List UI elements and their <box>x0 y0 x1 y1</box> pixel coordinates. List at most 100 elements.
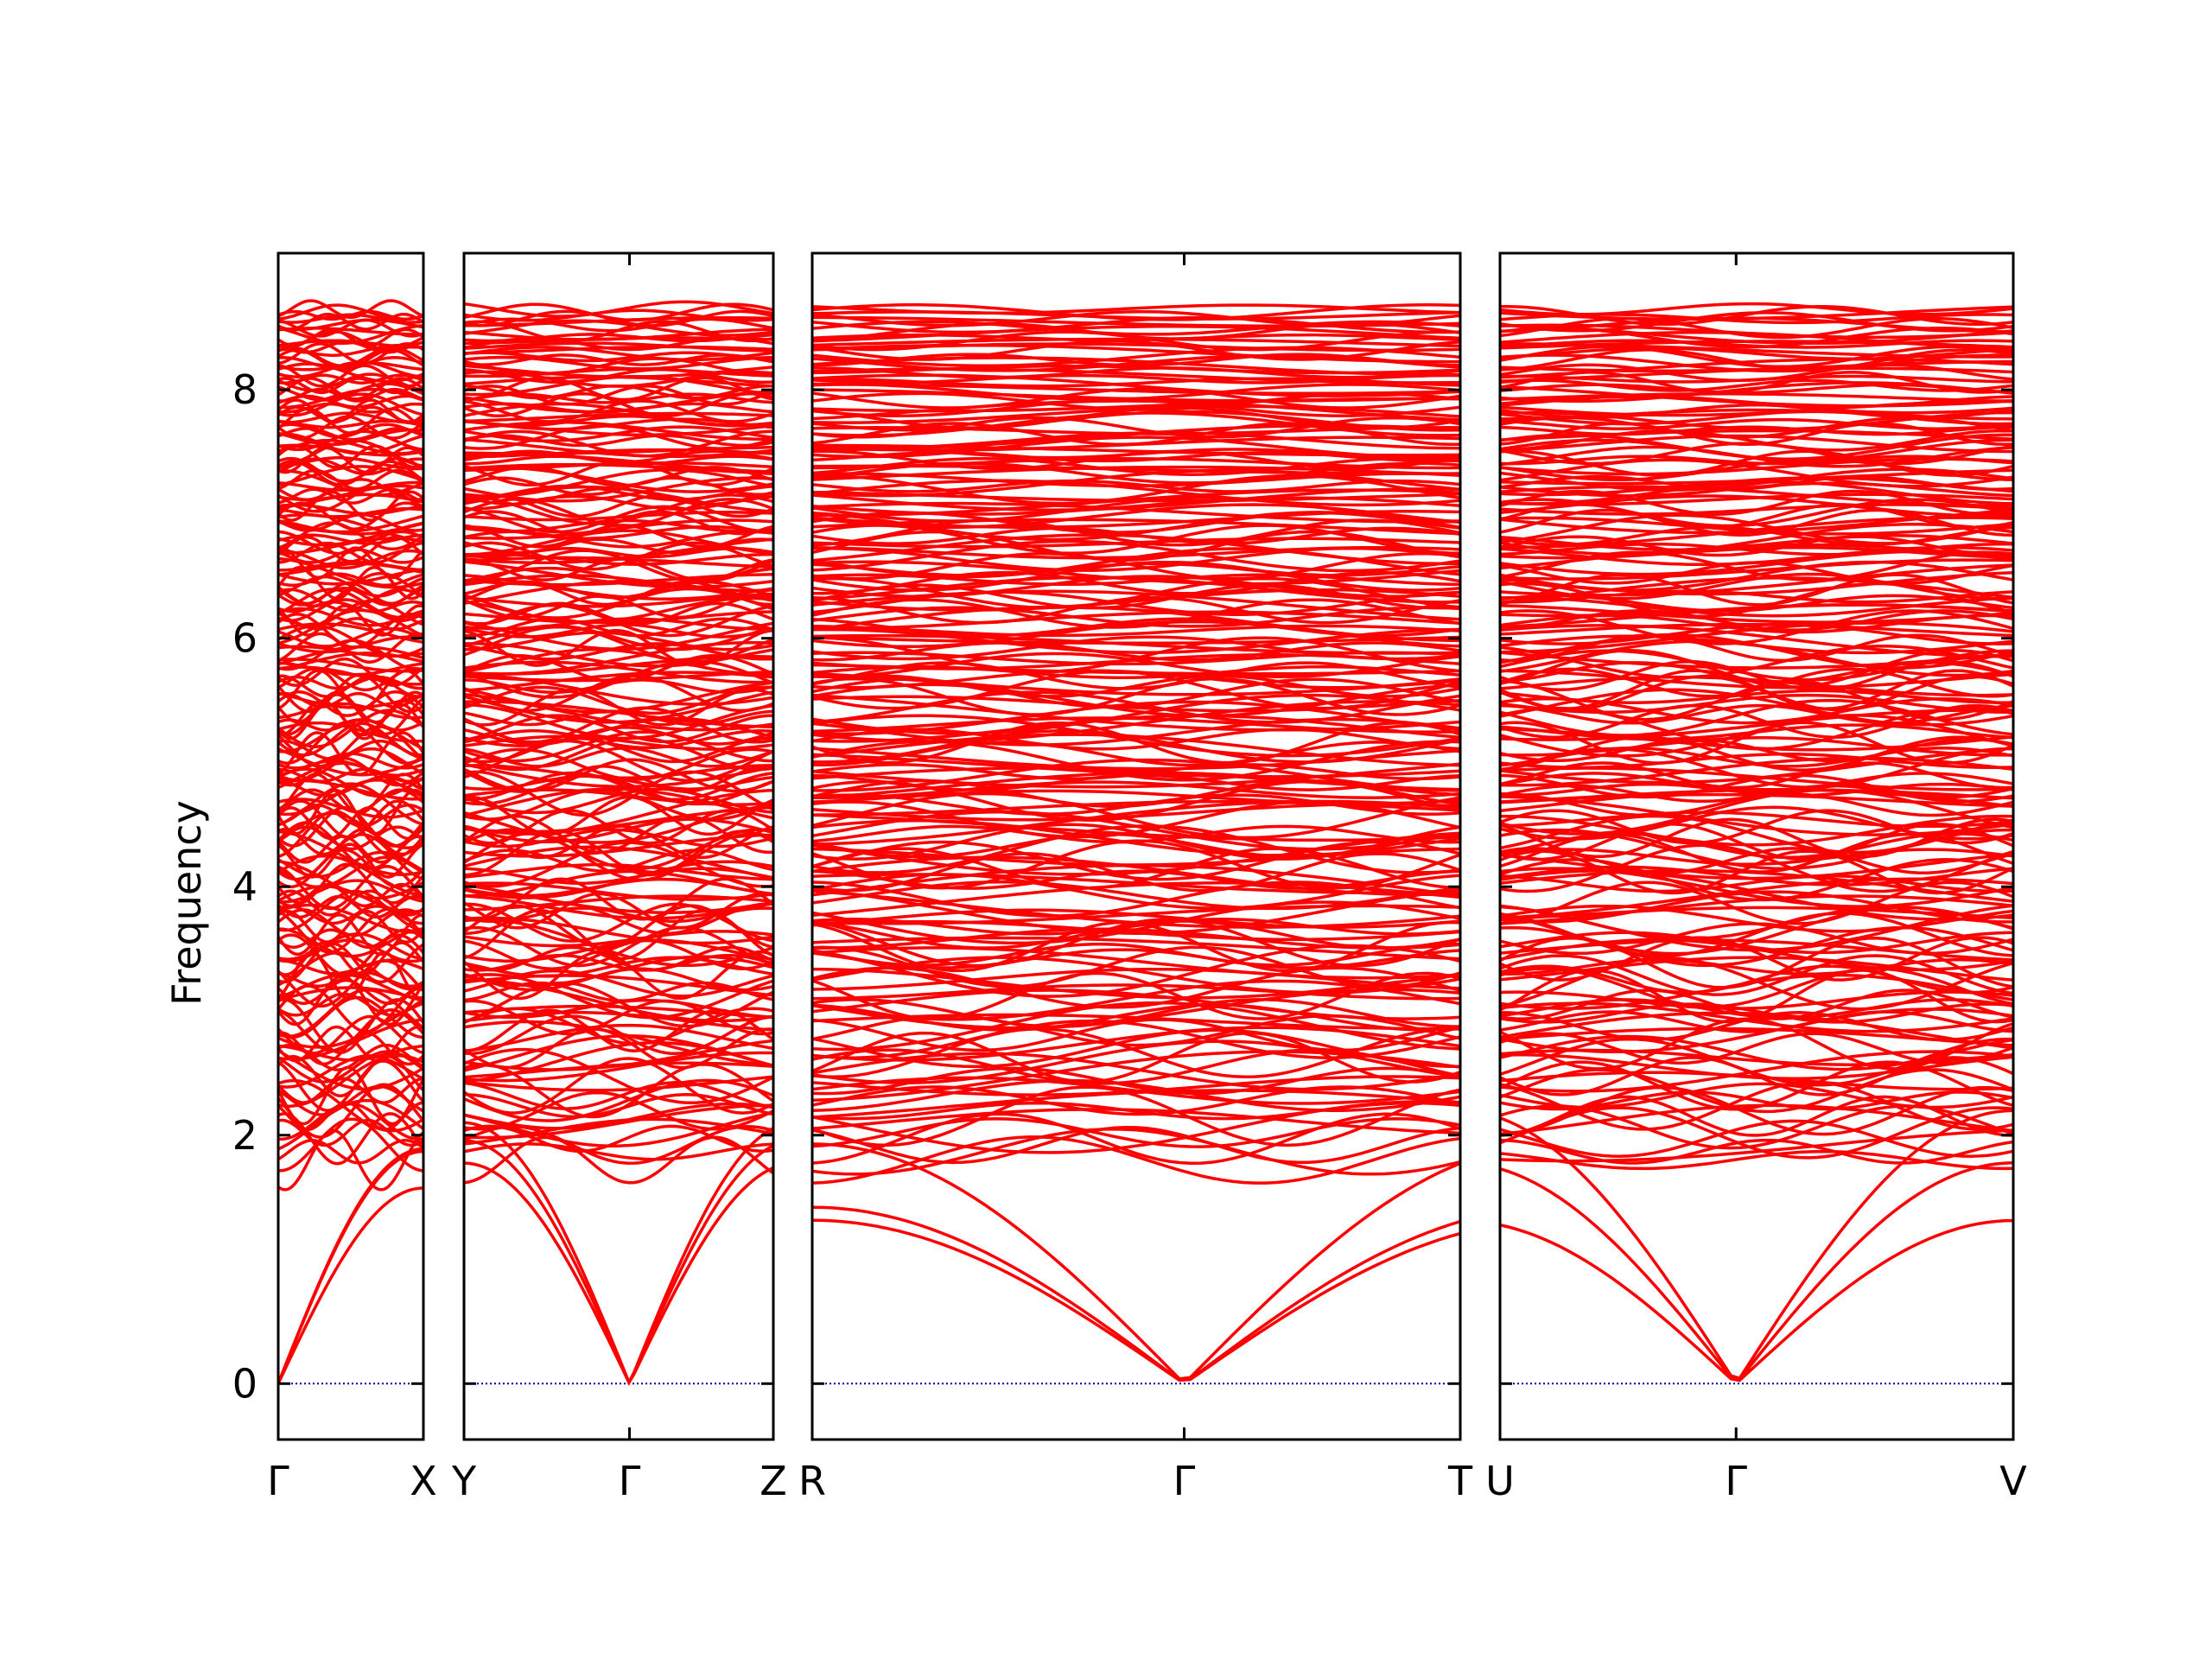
acoustic-band <box>464 1121 773 1387</box>
optical-band <box>464 674 773 713</box>
bands-group-1 <box>464 300 773 1387</box>
optical-band <box>464 346 773 362</box>
optical-band <box>812 641 1460 662</box>
optical-band <box>1500 1080 2013 1131</box>
optical-band <box>812 855 1460 896</box>
optical-band <box>464 1063 773 1119</box>
optical-band <box>812 426 1460 435</box>
x-tick-label: Γ <box>267 1458 289 1504</box>
bands-group-0 <box>278 299 423 1385</box>
optical-band <box>464 333 773 343</box>
optical-band <box>1500 753 2013 769</box>
optical-band <box>1500 417 2013 430</box>
optical-band <box>278 427 423 442</box>
optical-band <box>464 1135 773 1185</box>
optical-band <box>464 955 773 988</box>
optical-band <box>464 670 773 683</box>
panel-frame <box>276 251 425 1441</box>
optical-band <box>1500 1010 2013 1033</box>
optical-band <box>464 468 773 498</box>
optical-band <box>464 869 773 898</box>
optical-band <box>464 355 773 371</box>
x-tick-label: U <box>1485 1458 1515 1504</box>
optical-band <box>812 1127 1460 1176</box>
optical-band <box>464 730 773 763</box>
optical-band <box>278 1053 423 1108</box>
optical-band <box>812 693 1460 735</box>
optical-band <box>812 340 1460 361</box>
optical-band <box>812 1001 1460 1052</box>
optical-band <box>278 842 423 879</box>
optical-band <box>812 1026 1460 1062</box>
optical-band <box>1500 858 2013 902</box>
optical-band <box>1500 572 2013 601</box>
optical-band <box>812 1050 1460 1103</box>
acoustic-band <box>278 1147 423 1384</box>
optical-band <box>1500 392 2013 404</box>
optical-band <box>464 1102 773 1130</box>
optical-band <box>812 1078 1460 1112</box>
optical-band <box>812 983 1460 1001</box>
optical-band <box>464 860 773 899</box>
optical-band <box>278 572 423 588</box>
optical-band <box>464 1124 773 1153</box>
optical-band <box>812 382 1460 396</box>
optical-band <box>1500 693 2013 715</box>
optical-band <box>278 465 423 486</box>
bands-group-2 <box>812 303 1460 1385</box>
optical-band <box>464 484 773 501</box>
optical-band <box>1500 735 2013 772</box>
optical-band <box>1500 1053 2013 1081</box>
optical-band <box>278 903 423 934</box>
optical-band <box>1500 810 2013 829</box>
panel-frame <box>462 251 775 1441</box>
y-tick-label: 6 <box>232 615 257 662</box>
optical-band <box>278 372 423 392</box>
optical-band <box>278 658 423 673</box>
optical-band <box>1500 563 2013 597</box>
optical-band <box>812 320 1460 336</box>
optical-band <box>1500 814 2013 855</box>
optical-band <box>278 468 423 491</box>
acoustic-band <box>812 1218 1460 1382</box>
optical-band <box>1500 523 2013 556</box>
acoustic-band <box>278 1186 423 1385</box>
optical-band <box>278 978 423 1005</box>
x-tick-label: R <box>798 1458 826 1504</box>
optical-band <box>812 1066 1460 1096</box>
optical-band <box>1500 736 2013 757</box>
optical-band <box>812 575 1460 598</box>
optical-band <box>464 429 773 458</box>
optical-band <box>278 588 423 620</box>
optical-band <box>464 833 773 858</box>
acoustic-band <box>464 1161 773 1386</box>
optical-band <box>1500 363 2013 383</box>
optical-band <box>812 373 1460 385</box>
optical-band <box>812 487 1460 512</box>
optical-band <box>1500 667 2013 698</box>
optical-band <box>278 811 423 849</box>
optical-band <box>812 1052 1460 1091</box>
optical-band <box>278 1128 423 1192</box>
optical-band <box>812 889 1460 929</box>
optical-band <box>464 300 773 318</box>
optical-band <box>1500 1050 2013 1093</box>
optical-band <box>278 992 423 1017</box>
optical-band <box>278 624 423 658</box>
optical-band <box>812 946 1460 980</box>
optical-band <box>1500 1002 2013 1024</box>
optical-band <box>278 598 423 623</box>
optical-band <box>1500 669 2013 690</box>
optical-band <box>278 690 423 724</box>
optical-band <box>812 831 1460 876</box>
optical-band <box>464 448 773 459</box>
optical-band <box>278 1078 423 1133</box>
optical-band <box>464 1039 773 1071</box>
acoustic-band <box>1500 1161 2013 1382</box>
optical-band <box>812 693 1460 732</box>
optical-band <box>812 610 1460 631</box>
optical-band <box>1500 905 2013 941</box>
